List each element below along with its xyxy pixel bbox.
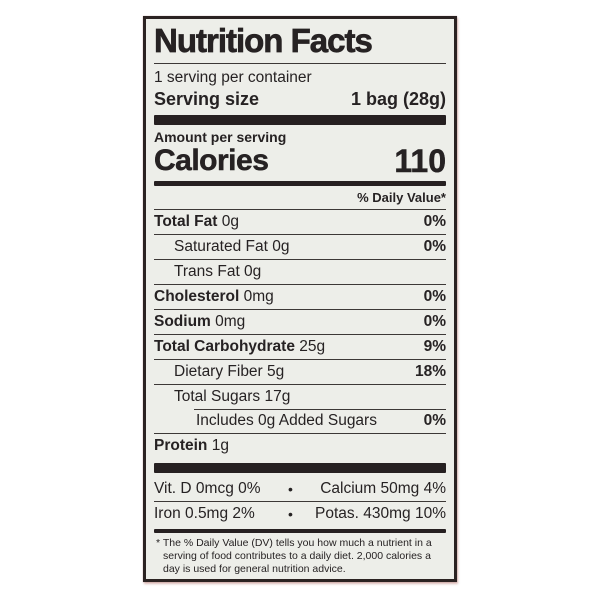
nutrient-row: Trans Fat 0g bbox=[154, 259, 446, 284]
micronutrient-left: Iron 0.5mg 2% bbox=[154, 505, 255, 522]
nutrient-row: Saturated Fat 0g 0% bbox=[154, 234, 446, 259]
nutrient-name: Protein 1g bbox=[154, 437, 229, 454]
nutrient-name: Total Sugars 17g bbox=[174, 388, 291, 405]
nutrition-facts-label: Nutrition Facts 1 serving per container … bbox=[143, 16, 457, 582]
serving-size-label: Serving size bbox=[154, 89, 260, 109]
nutrient-row: Total Carbohydrate 25g 9% bbox=[154, 334, 446, 359]
footnote-text: The % Daily Value (DV) tells you how muc… bbox=[162, 537, 432, 575]
calories-value: 110 bbox=[394, 143, 446, 179]
calories-row: Calories 110 bbox=[154, 143, 446, 179]
divider-thin bbox=[154, 63, 446, 64]
nutrient-row: Dietary Fiber 5g 18% bbox=[154, 359, 446, 384]
servings-per-container: 1 serving per container bbox=[154, 69, 312, 86]
nutrient-row: Protein 1g bbox=[154, 433, 446, 458]
nutrient-row: Sodium 0mg 0% bbox=[154, 309, 446, 334]
daily-value-header: % Daily Value* bbox=[154, 186, 446, 210]
nutrient-daily-value: 0% bbox=[423, 213, 446, 230]
nutrient-daily-value: 0% bbox=[423, 238, 446, 255]
nutrient-name: Cholesterol 0mg bbox=[154, 288, 274, 305]
nutrient-name: Trans Fat 0g bbox=[174, 263, 262, 280]
label-title: Nutrition Facts bbox=[154, 22, 374, 59]
micronutrient-right: Potas. 430mg 10% bbox=[315, 505, 446, 522]
nutrient-name: Total Carbohydrate 25g bbox=[154, 338, 326, 355]
divider-thick bbox=[154, 463, 446, 473]
micronutrient-left: Vit. D 0mcg 0% bbox=[154, 480, 261, 497]
footnote-marker: * bbox=[156, 537, 161, 549]
nutrient-row: Total Sugars 17g bbox=[154, 384, 446, 409]
nutrient-daily-value: 0% bbox=[423, 412, 446, 429]
micronutrient-row: Vit. D 0mcg 0% • Calcium 50mg 4% bbox=[154, 477, 446, 501]
divider-thick bbox=[154, 115, 446, 125]
nutrient-daily-value: 9% bbox=[423, 338, 446, 355]
serving-size-row: Serving size 1 bag (28g) bbox=[154, 88, 446, 110]
divider-medium bbox=[154, 529, 446, 533]
micronutrient-rows: Vit. D 0mcg 0% • Calcium 50mg 4% Iron 0.5mg… bbox=[154, 477, 446, 526]
nutrient-name: Dietary Fiber 5g bbox=[174, 363, 285, 380]
calories-label: Calories bbox=[154, 144, 269, 177]
nutrient-daily-value: 18% bbox=[414, 363, 446, 380]
bullet-separator: • bbox=[287, 481, 293, 497]
micronutrient-right: Calcium 50mg 4% bbox=[320, 480, 446, 497]
nutrient-daily-value: 0% bbox=[423, 288, 446, 305]
nutrient-row: Includes 0g Added Sugars 0% bbox=[154, 409, 446, 433]
bullet-separator: • bbox=[287, 506, 293, 522]
nutrient-name: Sodium 0mg bbox=[154, 313, 246, 330]
nutrient-row: Cholesterol 0mg 0% bbox=[154, 284, 446, 309]
nutrient-row: Total Fat 0g 0% bbox=[154, 210, 446, 234]
nutrient-rows: Total Fat 0g 0% Saturated Fat 0g 0% Trans Fa… bbox=[154, 210, 446, 458]
nutrient-name: Total Fat 0g bbox=[154, 213, 239, 230]
nutrient-name: Includes 0g Added Sugars bbox=[196, 412, 377, 429]
nutrient-daily-value: 0% bbox=[423, 313, 446, 330]
divider-medium bbox=[154, 181, 446, 186]
nutrient-name: Saturated Fat 0g bbox=[174, 238, 290, 255]
footnote: * The % Daily Value (DV) tells you how m… bbox=[154, 537, 446, 576]
micronutrient-row: Iron 0.5mg 2% • Potas. 430mg 10% bbox=[154, 501, 446, 526]
serving-size-value: 1 bag (28g) bbox=[350, 89, 446, 109]
amount-per-serving-label: Amount per serving bbox=[154, 129, 287, 145]
